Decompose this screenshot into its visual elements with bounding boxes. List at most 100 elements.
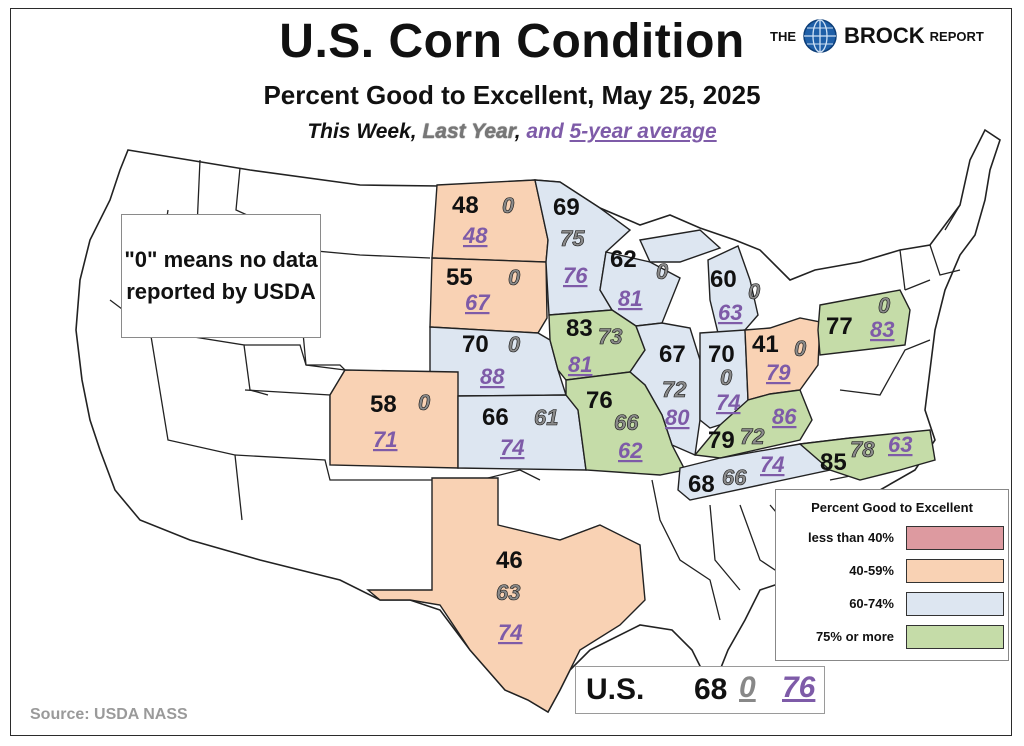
key-row-lt40: less than 40% — [782, 524, 1004, 552]
key-swatch — [906, 592, 1004, 616]
source-note: Source: USDA NASS — [30, 706, 188, 723]
key-row-60-74: 60-74% — [782, 590, 1004, 618]
state-mi-up — [638, 229, 722, 263]
mn-this-week: 69 — [553, 194, 580, 221]
legend-sep-2: , — [514, 120, 527, 143]
chart-frame — [10, 8, 1012, 736]
il-avg: 80 — [665, 405, 690, 430]
state-sd — [429, 257, 548, 334]
key-swatch — [906, 625, 1004, 649]
pa-avg: 83 — [870, 317, 894, 342]
tn-last-year: 66 — [722, 465, 747, 490]
state-nd — [431, 179, 549, 263]
mo-avg: 62 — [618, 438, 643, 463]
state-co — [329, 369, 459, 469]
tn-avg: 74 — [760, 452, 784, 477]
tx-avg: 74 — [498, 620, 522, 645]
chart-subtitle: Percent Good to Excellent, May 25, 2025 — [263, 80, 761, 110]
state-mi — [707, 245, 759, 334]
ky-last-year: 72 — [740, 424, 765, 449]
oh-this-week: 41 — [752, 331, 779, 358]
oh-last-year: 0 — [794, 336, 807, 361]
us-five-year-avg: 76 — [782, 671, 816, 704]
co-this-week: 58 — [370, 391, 397, 418]
key-label: 60-74% — [849, 596, 894, 611]
mo-this-week: 76 — [586, 387, 613, 414]
pa-last-year: 0 — [878, 293, 891, 318]
value-legend-line: This Week, Last Year, and 5-year average — [0, 120, 1024, 144]
state-labels: 48 0 48 55 0 67 69 75 76 62 0 81 60 0 63… — [370, 192, 912, 645]
co-last-year: 0 — [418, 390, 431, 415]
key-label: 40-59% — [849, 563, 894, 578]
co-avg: 71 — [373, 427, 397, 452]
il-last-year: 72 — [662, 377, 687, 402]
legend-five-year: 5-year average — [569, 120, 717, 143]
sd-last-year: 0 — [508, 265, 521, 290]
ky-this-week: 79 — [708, 427, 735, 454]
in-this-week: 70 — [708, 341, 735, 368]
ks-last-year: 61 — [534, 405, 558, 430]
ne-this-week: 70 — [462, 331, 489, 358]
brand-report: REPORT — [929, 28, 984, 44]
us-last-year: 0 — [739, 671, 756, 704]
il-this-week: 67 — [659, 341, 686, 368]
nc-this-week: 85 — [820, 449, 847, 476]
legend-sep-1: , — [410, 120, 423, 143]
state-ky — [693, 389, 813, 459]
ia-last-year: 73 — [598, 324, 622, 349]
wi-last-year: 0 — [656, 259, 669, 284]
brand-name: BROCK — [844, 23, 925, 48]
nd-avg: 48 — [462, 223, 488, 248]
in-avg: 74 — [716, 390, 740, 415]
state-il — [629, 322, 701, 457]
nc-avg: 63 — [888, 432, 912, 457]
ks-avg: 74 — [500, 435, 524, 460]
zero-note-text: "0" means no data reported by USDA — [124, 247, 318, 304]
in-last-year: 0 — [720, 365, 733, 390]
nd-this-week: 48 — [452, 192, 479, 219]
wi-avg: 81 — [618, 286, 642, 311]
chart-title: U.S. Corn Condition — [279, 15, 745, 68]
us-this-week: 68 — [694, 673, 728, 706]
nc-last-year: 78 — [850, 437, 875, 462]
shaded-states — [329, 179, 936, 713]
ne-last-year: 0 — [508, 332, 521, 357]
globe-icon — [803, 19, 837, 53]
tx-last-year: 63 — [496, 580, 520, 605]
ia-this-week: 83 — [566, 315, 593, 342]
ne-avg: 88 — [480, 364, 505, 389]
ky-avg: 86 — [772, 404, 797, 429]
tn-this-week: 68 — [688, 471, 715, 498]
mo-last-year: 66 — [614, 410, 639, 435]
state-nc — [798, 429, 936, 481]
tx-this-week: 46 — [496, 547, 523, 574]
zero-note-box: "0" means no data reported by USDA — [121, 214, 321, 338]
key-swatch — [906, 526, 1004, 550]
pa-this-week: 77 — [826, 313, 853, 340]
sd-avg: 67 — [465, 290, 491, 315]
key-title: Percent Good to Excellent — [811, 500, 973, 515]
key-label: less than 40% — [808, 530, 894, 545]
oh-avg: 79 — [766, 360, 791, 385]
key-label: 75% or more — [815, 629, 894, 644]
legend-and: and — [526, 120, 570, 143]
color-key: Percent Good to Excellent less than 40% … — [775, 489, 1009, 661]
state-tx — [366, 477, 646, 713]
mi-avg: 63 — [718, 300, 742, 325]
mi-this-week: 60 — [710, 266, 737, 293]
nd-last-year: 0 — [502, 193, 515, 218]
legend-last-year: Last Year — [422, 120, 515, 143]
sd-this-week: 55 — [446, 264, 473, 291]
us-label: U.S. — [586, 673, 645, 706]
key-swatch — [906, 559, 1004, 583]
legend-this-week: This Week — [307, 120, 411, 143]
brand-logo: THE BROCK REPORT — [770, 16, 984, 56]
us-national-box: U.S. 68 0 76 — [575, 666, 825, 714]
key-row-40-59: 40-59% — [782, 557, 1004, 585]
state-pa — [817, 289, 911, 356]
mn-avg: 76 — [563, 263, 588, 288]
mi-last-year: 0 — [748, 279, 761, 304]
key-row-75: 75% or more — [782, 623, 1004, 651]
mn-last-year: 75 — [560, 226, 585, 251]
brand-the: THE — [770, 28, 796, 44]
